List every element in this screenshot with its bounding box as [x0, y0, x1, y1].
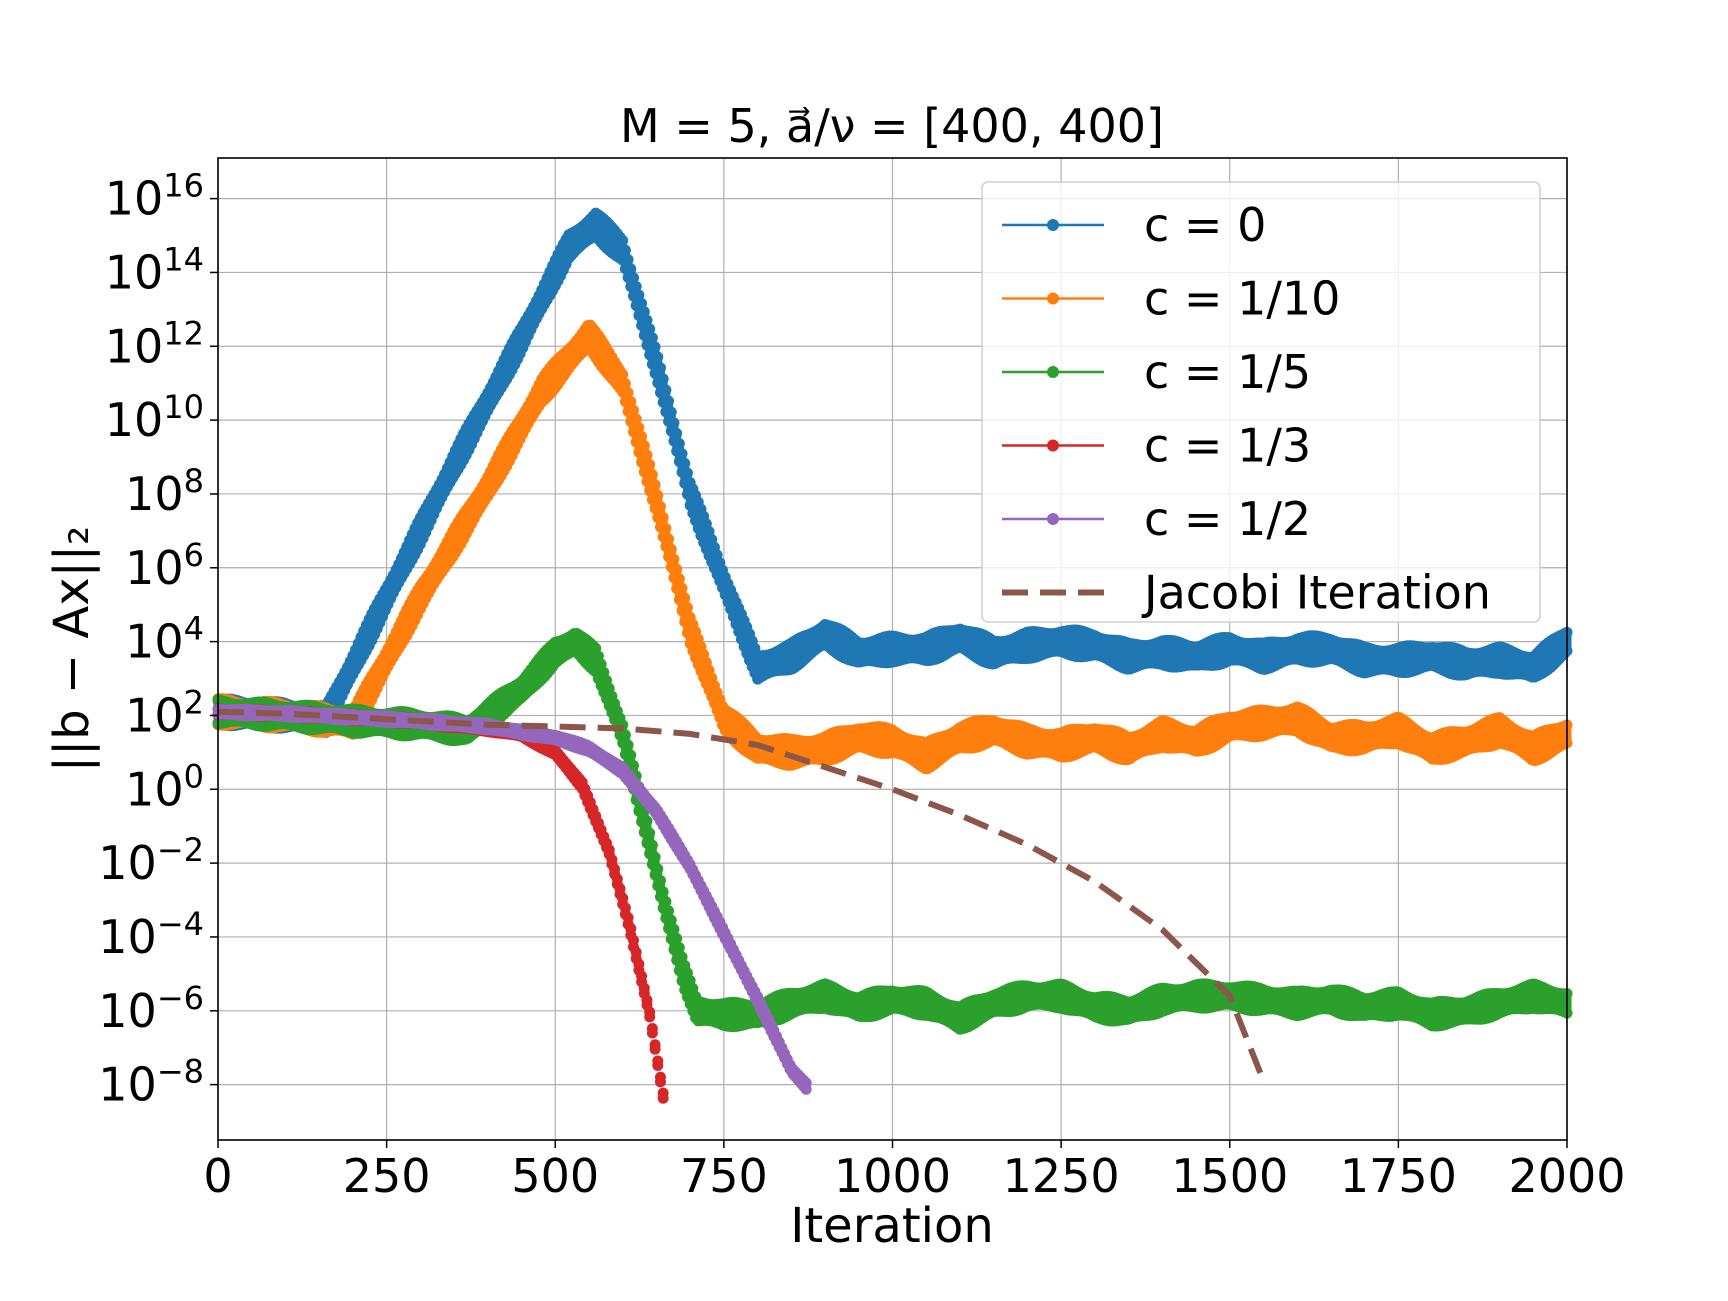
line-chart: 025050075010001250150017502000 101610141… — [0, 0, 1728, 1296]
chart-root: 025050075010001250150017502000 101610141… — [0, 0, 1728, 1296]
